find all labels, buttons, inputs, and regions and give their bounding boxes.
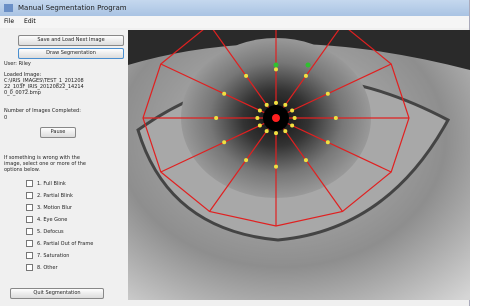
option-checkbox[interactable]: 1. Full Blink — [26, 180, 66, 187]
control-point — [265, 129, 269, 133]
option-checkbox[interactable]: 7. Saturation — [26, 252, 69, 259]
checkbox[interactable] — [26, 264, 33, 271]
pause-button[interactable]: Pause — [40, 127, 76, 138]
option-checkbox[interactable]: 5. Defocus — [26, 228, 64, 235]
control-point — [326, 92, 330, 96]
control-point — [274, 165, 278, 169]
checkbox[interactable] — [26, 204, 33, 211]
control-point — [334, 116, 338, 120]
option-label: 4. Eye Gone — [37, 217, 67, 223]
control-point — [326, 140, 330, 144]
option-label: 8. Other — [37, 265, 58, 271]
option-label: 7. Saturation — [37, 253, 69, 259]
control-point — [274, 101, 278, 105]
option-checkbox[interactable]: 4. Eye Gone — [26, 216, 67, 223]
control-point — [244, 158, 248, 162]
option-label: 3. Motion Blur — [37, 205, 72, 211]
control-point — [304, 74, 308, 78]
checkbox[interactable] — [26, 252, 33, 259]
user-label: User: Riley — [4, 61, 31, 67]
control-point — [274, 131, 278, 135]
control-point — [222, 92, 226, 96]
menu-bar: File Edit — [0, 16, 469, 28]
option-label: 5. Defocus — [37, 229, 64, 235]
control-point — [283, 129, 287, 133]
option-checkbox[interactable]: 8. Other — [26, 264, 58, 271]
control-point — [290, 124, 294, 128]
completed-value: 0 — [4, 115, 7, 121]
checkbox[interactable] — [26, 180, 33, 187]
control-point — [265, 103, 269, 107]
control-point — [283, 103, 287, 107]
control-point — [244, 74, 248, 78]
option-label: 1. Full Blink — [37, 181, 66, 187]
window-title: Manual Segmentation Program — [18, 4, 127, 12]
control-point — [293, 116, 297, 120]
control-point — [255, 116, 259, 120]
checkbox[interactable] — [26, 216, 33, 223]
control-point — [258, 124, 262, 128]
menu-item[interactable]: Edit — [24, 18, 36, 25]
completed-label: Number of Images Completed: — [4, 108, 81, 114]
save-button[interactable]: Save and Load Next Image — [18, 35, 124, 46]
option-checkbox[interactable]: 3. Motion Blur — [26, 204, 72, 211]
checkbox[interactable] — [26, 228, 33, 235]
control-panel: Save and Load Next Image Draw Segmentati… — [0, 30, 128, 306]
loaded-path: C:\IRIS_IMAGES\TEST_1_20120822_103F_IRIS… — [4, 78, 84, 96]
checkbox[interactable] — [26, 240, 33, 247]
checkbox[interactable] — [26, 192, 33, 199]
control-point — [274, 67, 278, 71]
option-label: 6. Partial Out of Frame — [37, 241, 93, 247]
draw-button[interactable]: Draw Segmentation — [18, 48, 124, 59]
control-point — [222, 140, 226, 144]
option-label: 2. Partial Blink — [37, 193, 73, 199]
option-checkbox[interactable]: 6. Partial Out of Frame — [26, 240, 93, 247]
title-bar: Manual Segmentation Program — [0, 0, 469, 16]
menu-item[interactable]: File — [4, 18, 14, 25]
control-point — [290, 108, 294, 112]
app-window: Manual Segmentation Program File Edit Sav… — [0, 0, 470, 306]
control-point — [214, 116, 218, 120]
option-checkbox[interactable]: 2. Partial Blink — [26, 192, 73, 199]
eye-image — [128, 30, 470, 300]
control-point — [258, 108, 262, 112]
quit-button[interactable]: Quit Segmentation — [10, 288, 104, 299]
control-point — [304, 158, 308, 162]
instructions: If something is wrong with the image, se… — [4, 155, 92, 173]
